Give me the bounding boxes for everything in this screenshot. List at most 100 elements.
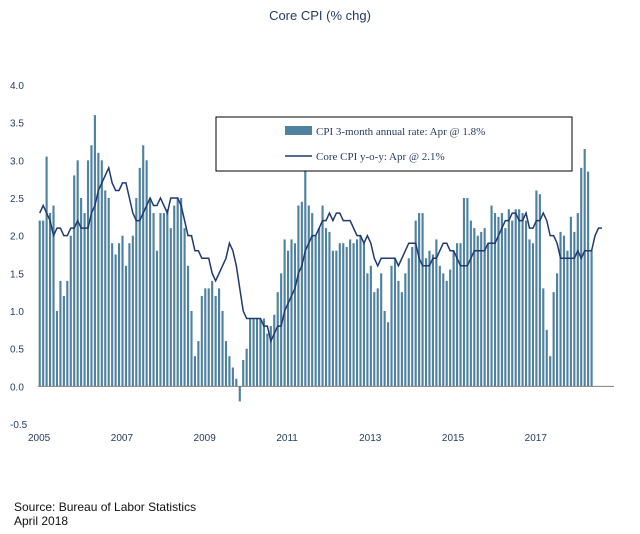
bar [293,243,297,387]
chart-legend: CPI 3-month annual rate: Apr @ 1.8% Core… [215,116,573,172]
bar [69,235,72,387]
bar [183,228,186,387]
y-tick-label: 0.5 [10,345,24,356]
x-tick-label: 2013 [359,433,382,444]
bar [242,359,245,387]
bar [190,311,193,387]
bar [286,250,290,387]
bar [487,243,490,387]
x-tick-label: 2007 [111,433,134,444]
bar [473,228,476,387]
bar [186,265,190,387]
bar [431,254,434,387]
bar [45,156,48,387]
bar [521,213,524,387]
bar [345,246,348,387]
bar [224,341,228,387]
bar [387,322,390,387]
bar [456,243,459,387]
y-tick-label: 1.0 [10,307,24,318]
bar [52,205,55,387]
x-tick-label: 2005 [28,433,51,444]
bar [107,198,110,387]
source-note: Source: Bureau of Labor Statistics April… [14,500,196,528]
bar [166,209,169,387]
bar [97,152,100,387]
bar [135,198,138,387]
bar [373,292,376,387]
bar [280,273,283,387]
bar [255,318,259,387]
bar [252,318,255,387]
legend-bar-label: CPI 3-month annual rate: Apr @ 1.8% [316,126,485,138]
bar [173,205,176,387]
bar [169,228,172,387]
bar [276,292,279,387]
bar [411,246,414,387]
bar [245,348,248,387]
bar [562,235,566,387]
y-tick-label: 4.0 [10,81,24,92]
bar [83,213,86,387]
bar [162,213,165,387]
bar [435,239,438,387]
bar [349,239,352,387]
bar [528,239,531,387]
bar [355,239,359,387]
bar [131,235,134,387]
bar [76,160,79,387]
bar [273,314,276,387]
bar [86,160,90,387]
bar [149,198,152,387]
bar [321,205,324,387]
bar [231,367,234,387]
x-axis: 2005 2007 2009 2011 2013 2015 2017 [28,433,547,444]
bar [569,216,572,387]
bar [55,311,59,387]
bar [514,209,517,387]
bar [152,213,155,387]
y-axis: 4.0 3.5 3.0 2.5 2.0 1.5 1.0 0.5 0.0 -0.5 [10,81,28,431]
bar [449,269,452,387]
bar [442,273,445,387]
bar [566,250,569,387]
bar [269,326,272,387]
bar [66,280,69,387]
bar [414,220,417,387]
bar [38,220,41,387]
bar [424,258,428,387]
bar [404,273,407,387]
bar [542,288,545,387]
bar [497,216,500,387]
bar [338,243,341,387]
bar [480,231,483,387]
bar [390,265,393,387]
bar [493,213,497,387]
bar [418,213,421,387]
bar [304,167,307,387]
x-tick-label: 2015 [442,433,465,444]
bar [311,213,314,387]
bar [128,243,131,387]
bar [507,209,510,387]
bar [335,250,338,387]
bar [559,231,562,387]
bar [524,220,528,387]
bar [207,288,210,387]
bar [466,198,469,387]
legend-line-label: Core CPI y-o-y: Apr @ 2.1% [316,151,445,163]
bar [376,288,379,387]
bar [580,167,583,387]
bar [117,243,121,387]
bar [552,292,555,387]
bar [483,228,486,387]
date-line: April 2018 [14,514,69,528]
bar [176,198,179,387]
bar [583,149,586,387]
bar [352,243,355,387]
bar [421,213,424,387]
x-tick-label: 2009 [194,433,217,444]
bar [535,190,538,387]
bar [407,258,410,387]
bar [538,194,541,387]
